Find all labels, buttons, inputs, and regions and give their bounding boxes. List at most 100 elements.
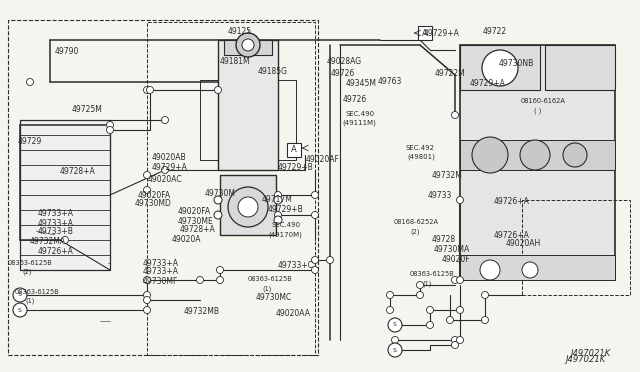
Circle shape bbox=[228, 187, 268, 227]
Circle shape bbox=[451, 112, 458, 119]
Circle shape bbox=[480, 260, 500, 280]
Text: 49730MF: 49730MF bbox=[143, 276, 179, 285]
Bar bbox=[218, 40, 278, 170]
Circle shape bbox=[392, 346, 399, 353]
Text: 49028AG: 49028AG bbox=[327, 57, 362, 65]
Text: S: S bbox=[393, 347, 397, 353]
Circle shape bbox=[17, 307, 24, 314]
Circle shape bbox=[17, 292, 24, 298]
Circle shape bbox=[147, 87, 154, 93]
Circle shape bbox=[143, 296, 150, 304]
Text: 49729+A: 49729+A bbox=[470, 78, 506, 87]
Circle shape bbox=[387, 307, 394, 314]
Text: (2): (2) bbox=[22, 269, 31, 275]
Circle shape bbox=[106, 122, 113, 128]
Circle shape bbox=[456, 337, 463, 343]
Text: 49732MB: 49732MB bbox=[184, 307, 220, 315]
Text: 49020AB: 49020AB bbox=[152, 153, 187, 161]
Circle shape bbox=[447, 317, 454, 324]
Text: ( ): ( ) bbox=[534, 108, 541, 114]
Text: 49726+A: 49726+A bbox=[494, 198, 530, 206]
Circle shape bbox=[451, 337, 458, 343]
Circle shape bbox=[451, 276, 458, 283]
Text: (1): (1) bbox=[262, 286, 271, 292]
Text: 49722M: 49722M bbox=[435, 68, 466, 77]
Circle shape bbox=[275, 212, 282, 218]
Text: 49020FA: 49020FA bbox=[178, 208, 211, 217]
Circle shape bbox=[481, 317, 488, 324]
Text: 49726: 49726 bbox=[343, 94, 367, 103]
Circle shape bbox=[392, 337, 399, 343]
Circle shape bbox=[143, 87, 150, 93]
Bar bbox=[220, 175, 276, 235]
Text: 49730MD: 49730MD bbox=[135, 199, 172, 208]
Text: 49728+A: 49728+A bbox=[180, 225, 216, 234]
Text: 49730MC: 49730MC bbox=[256, 292, 292, 301]
Text: 49020F: 49020F bbox=[442, 256, 470, 264]
Text: 08168-6252A: 08168-6252A bbox=[394, 219, 439, 225]
Text: A: A bbox=[422, 29, 428, 38]
Circle shape bbox=[214, 212, 221, 218]
Text: 49728: 49728 bbox=[432, 235, 456, 244]
Bar bbox=[147, 22, 315, 355]
Text: 49732MA: 49732MA bbox=[30, 237, 66, 247]
Text: 49726: 49726 bbox=[331, 70, 355, 78]
Text: S: S bbox=[18, 292, 22, 298]
Text: 49730MA: 49730MA bbox=[434, 246, 470, 254]
Bar bbox=[8, 20, 318, 355]
Text: 49726+A: 49726+A bbox=[494, 231, 530, 240]
Text: 49733+A: 49733+A bbox=[143, 259, 179, 267]
Text: SEC.490: SEC.490 bbox=[272, 222, 301, 228]
Text: 49020AC: 49020AC bbox=[148, 174, 182, 183]
Circle shape bbox=[417, 292, 424, 298]
Text: 49729+B: 49729+B bbox=[278, 163, 314, 171]
Circle shape bbox=[312, 266, 319, 273]
Text: (49111M): (49111M) bbox=[342, 120, 376, 126]
Circle shape bbox=[214, 87, 221, 93]
Text: 49020AH: 49020AH bbox=[506, 240, 541, 248]
Circle shape bbox=[312, 212, 319, 218]
Text: SEC.492: SEC.492 bbox=[405, 145, 434, 151]
Text: 49729+B: 49729+B bbox=[268, 205, 304, 215]
Text: 08160-6162A: 08160-6162A bbox=[521, 98, 566, 104]
Bar bbox=[20, 120, 110, 270]
Bar bbox=[460, 45, 615, 280]
Circle shape bbox=[392, 321, 399, 328]
Circle shape bbox=[522, 262, 538, 278]
Circle shape bbox=[456, 307, 463, 314]
Circle shape bbox=[387, 292, 394, 298]
Circle shape bbox=[388, 343, 402, 357]
Text: (2): (2) bbox=[410, 229, 419, 235]
Circle shape bbox=[143, 171, 150, 179]
Circle shape bbox=[161, 167, 168, 173]
Text: S: S bbox=[18, 308, 22, 312]
Text: 49185G: 49185G bbox=[258, 67, 288, 77]
Text: 49733+B: 49733+B bbox=[38, 228, 74, 237]
Circle shape bbox=[143, 186, 150, 193]
Text: 08363-6125B: 08363-6125B bbox=[8, 260, 52, 266]
Text: 08363-6125B: 08363-6125B bbox=[410, 271, 455, 277]
Circle shape bbox=[456, 196, 463, 203]
Bar bbox=[287, 143, 301, 157]
Bar bbox=[545, 45, 615, 90]
Text: 49181M: 49181M bbox=[220, 58, 251, 67]
Circle shape bbox=[161, 116, 168, 124]
Circle shape bbox=[61, 237, 68, 244]
Circle shape bbox=[13, 303, 27, 317]
Text: 49729: 49729 bbox=[18, 137, 42, 145]
Text: S: S bbox=[393, 323, 397, 327]
Circle shape bbox=[275, 217, 282, 224]
Text: 49125: 49125 bbox=[228, 28, 252, 36]
Text: (49170M): (49170M) bbox=[268, 232, 302, 238]
Text: 49020FA: 49020FA bbox=[138, 190, 171, 199]
Circle shape bbox=[143, 292, 150, 298]
Bar bbox=[278, 80, 296, 160]
Circle shape bbox=[236, 33, 260, 57]
Text: 49722: 49722 bbox=[483, 28, 507, 36]
Text: 49763: 49763 bbox=[378, 77, 403, 86]
Text: 49730M: 49730M bbox=[205, 189, 236, 199]
Circle shape bbox=[238, 197, 258, 217]
Circle shape bbox=[143, 307, 150, 314]
Circle shape bbox=[214, 196, 221, 203]
Circle shape bbox=[481, 292, 488, 298]
